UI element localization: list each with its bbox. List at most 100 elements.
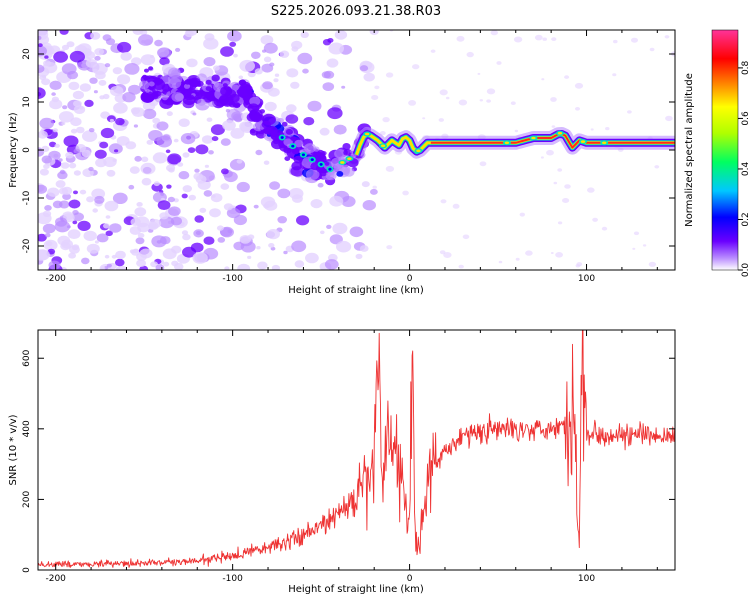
noise-blob bbox=[151, 182, 163, 192]
noise-blob bbox=[146, 139, 154, 145]
signal-blob bbox=[304, 143, 316, 154]
ridge-dot-core bbox=[291, 144, 295, 148]
noise-speck bbox=[386, 245, 393, 250]
noise-blob bbox=[167, 196, 175, 203]
noise-blob bbox=[303, 117, 315, 126]
noise-blob bbox=[112, 158, 117, 162]
noise-blob bbox=[310, 199, 323, 209]
noise-speck bbox=[477, 72, 481, 75]
noise-blob bbox=[140, 54, 156, 66]
noise-blob bbox=[277, 188, 291, 199]
noise-blob bbox=[66, 225, 71, 229]
ridge-dot-core bbox=[328, 167, 332, 171]
noise-blob bbox=[114, 149, 119, 153]
noise-blob bbox=[62, 105, 68, 110]
noise-blob bbox=[70, 128, 78, 134]
ridge-dot-core bbox=[319, 163, 323, 166]
noise-speck bbox=[575, 107, 580, 111]
noise-blob bbox=[110, 85, 124, 97]
noise-speck bbox=[458, 264, 464, 269]
noise-blob bbox=[226, 207, 241, 219]
noise-blob bbox=[93, 90, 98, 94]
noise-blob bbox=[142, 101, 156, 111]
noise-blob bbox=[157, 47, 172, 59]
noise-blob bbox=[44, 205, 52, 211]
noise-blob bbox=[186, 58, 198, 68]
spectrogram-x-ticks: -200 -100 0 100 bbox=[45, 30, 658, 284]
snr-x-tick-label: 0 bbox=[407, 574, 413, 584]
noise-blob bbox=[68, 199, 81, 209]
noise-blob bbox=[38, 130, 48, 139]
noise-speck bbox=[564, 184, 571, 189]
noise-blob bbox=[130, 107, 140, 115]
spectrogram-x-tick-label: -100 bbox=[222, 274, 243, 284]
noise-blob bbox=[81, 257, 90, 265]
noise-blob bbox=[55, 180, 66, 188]
noise-speck bbox=[513, 36, 523, 43]
noise-blob bbox=[82, 130, 98, 142]
noise-blob bbox=[255, 149, 263, 156]
noise-blob bbox=[98, 79, 107, 86]
noise-blob bbox=[286, 68, 299, 78]
noise-blob bbox=[112, 192, 128, 204]
noise-blob bbox=[73, 100, 82, 107]
noise-blob bbox=[51, 96, 60, 103]
noise-blob bbox=[84, 99, 94, 107]
noise-speck bbox=[422, 117, 426, 120]
noise-blob bbox=[166, 184, 172, 189]
noise-blob bbox=[73, 190, 78, 195]
noise-blob bbox=[327, 107, 343, 120]
noise-blob bbox=[42, 223, 56, 234]
noise-blob bbox=[213, 65, 220, 71]
noise-speck bbox=[648, 261, 657, 267]
snr-x-ticks: -200 -100 0 100 bbox=[45, 330, 658, 584]
noise-blob bbox=[291, 240, 307, 253]
noise-blob bbox=[199, 207, 207, 213]
noise-blob bbox=[103, 223, 110, 229]
noise-blob bbox=[156, 135, 172, 148]
noise-blob bbox=[92, 208, 98, 213]
noise-blob bbox=[61, 121, 66, 126]
noise-blob bbox=[296, 215, 310, 226]
noise-blob bbox=[319, 127, 330, 136]
noise-blob bbox=[133, 124, 138, 128]
ridge-dot-core bbox=[310, 158, 314, 162]
noise-blob bbox=[58, 187, 69, 195]
noise-speck bbox=[408, 100, 417, 106]
signal-blob bbox=[261, 120, 271, 129]
noise-blob bbox=[106, 169, 116, 177]
noise-blob bbox=[341, 196, 356, 207]
noise-blob bbox=[239, 59, 255, 72]
noise-blob bbox=[53, 51, 68, 63]
signal-blob bbox=[281, 121, 288, 127]
noise-blob bbox=[109, 118, 114, 123]
noise-blob bbox=[230, 127, 245, 139]
signal-blob bbox=[235, 103, 241, 108]
noise-blob bbox=[268, 243, 275, 248]
noise-blob bbox=[130, 218, 141, 226]
noise-blob bbox=[85, 59, 98, 68]
noise-blob bbox=[256, 246, 261, 250]
signal-blob bbox=[294, 139, 304, 148]
noise-speck bbox=[612, 73, 617, 77]
noise-blob bbox=[329, 195, 344, 207]
signal-blob bbox=[222, 83, 228, 88]
noise-blob bbox=[61, 44, 70, 51]
noise-blob bbox=[166, 111, 173, 117]
noise-blob bbox=[153, 181, 160, 187]
noise-blob bbox=[73, 148, 81, 154]
noise-blob bbox=[149, 218, 162, 229]
signal-blob bbox=[285, 128, 293, 135]
noise-blob bbox=[115, 265, 128, 270]
signal-blob bbox=[290, 136, 296, 141]
spectrogram-x-tick-label: 100 bbox=[578, 274, 595, 284]
noise-speck bbox=[458, 99, 468, 106]
noise-speck bbox=[564, 75, 570, 79]
signal-blob bbox=[180, 89, 186, 94]
noise-blob bbox=[203, 236, 215, 245]
noise-blob bbox=[115, 117, 125, 126]
noise-blob bbox=[208, 150, 214, 155]
noise-speck bbox=[574, 82, 584, 89]
noise-blob bbox=[115, 250, 126, 260]
noise-blob bbox=[277, 216, 288, 224]
